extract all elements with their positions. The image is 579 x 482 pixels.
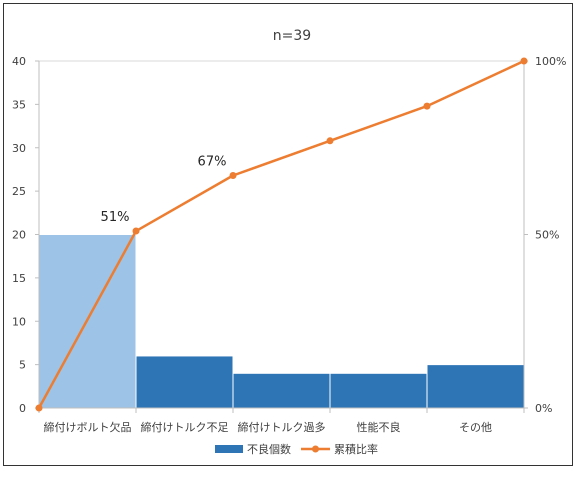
x-category-label: 締付けトルク過多 [238,420,326,434]
axes-group: 0 5 10 15 20 25 30 35 40 0% 50% 100% 締付けボルト欠品 締付けトルク不… [12,55,566,434]
legend-line-label: 累積比率 [334,442,378,456]
cumulative-point-0 [35,404,43,412]
x-category-label: その他 [459,421,492,434]
legend-bar-swatch [215,445,243,453]
y-left-tick-label: 5 [19,359,26,372]
x-category-label: 締付けボルト欠品 [44,420,132,434]
bar-4 [329,372,428,409]
legend-bar-label: 不良個数 [247,442,291,456]
y-left-tick-label: 20 [12,229,26,242]
bar-3 [232,372,331,409]
cumulative-point-2 [229,172,237,180]
data-label: 51% [101,210,130,225]
y-left-tick-label: 10 [12,315,26,328]
cumulative-line-group: 51% 67% [35,57,528,412]
bar-5 [426,364,525,409]
bars-group [38,234,525,409]
chart-title: n=39 [273,28,311,44]
y-left-tick-label: 15 [12,272,26,285]
x-category-label: 性能不良 [357,420,401,434]
y-left-tick-label: 30 [12,142,26,155]
y-left-tick-label: 40 [12,55,26,68]
y-right-tick-label: 0% [535,402,552,415]
cumulative-point-3 [326,137,334,145]
y-right-tick-label: 50% [535,229,559,242]
cumulative-line [37,59,525,409]
bar-2 [135,355,234,409]
legend-line-marker [312,445,319,453]
x-category-label: 締付けトルク不足 [141,420,229,434]
y-left-tick-label: 25 [12,185,26,198]
y-left-tick-label: 35 [12,98,26,111]
chart-frame: n=39 0 5 10 15 20 25 30 35 40 0% 50% 100% 締付けボルト欠品 締付… [3,3,573,466]
cumulative-point-5 [520,57,528,65]
y-left-tick-label: 0 [19,402,26,415]
y-right-tick-label: 100% [535,55,566,68]
cumulative-point-1 [132,227,140,235]
cumulative-point-4 [423,102,431,110]
legend: 不良個数 累積比率 [215,442,378,456]
data-label: 67% [198,155,227,170]
